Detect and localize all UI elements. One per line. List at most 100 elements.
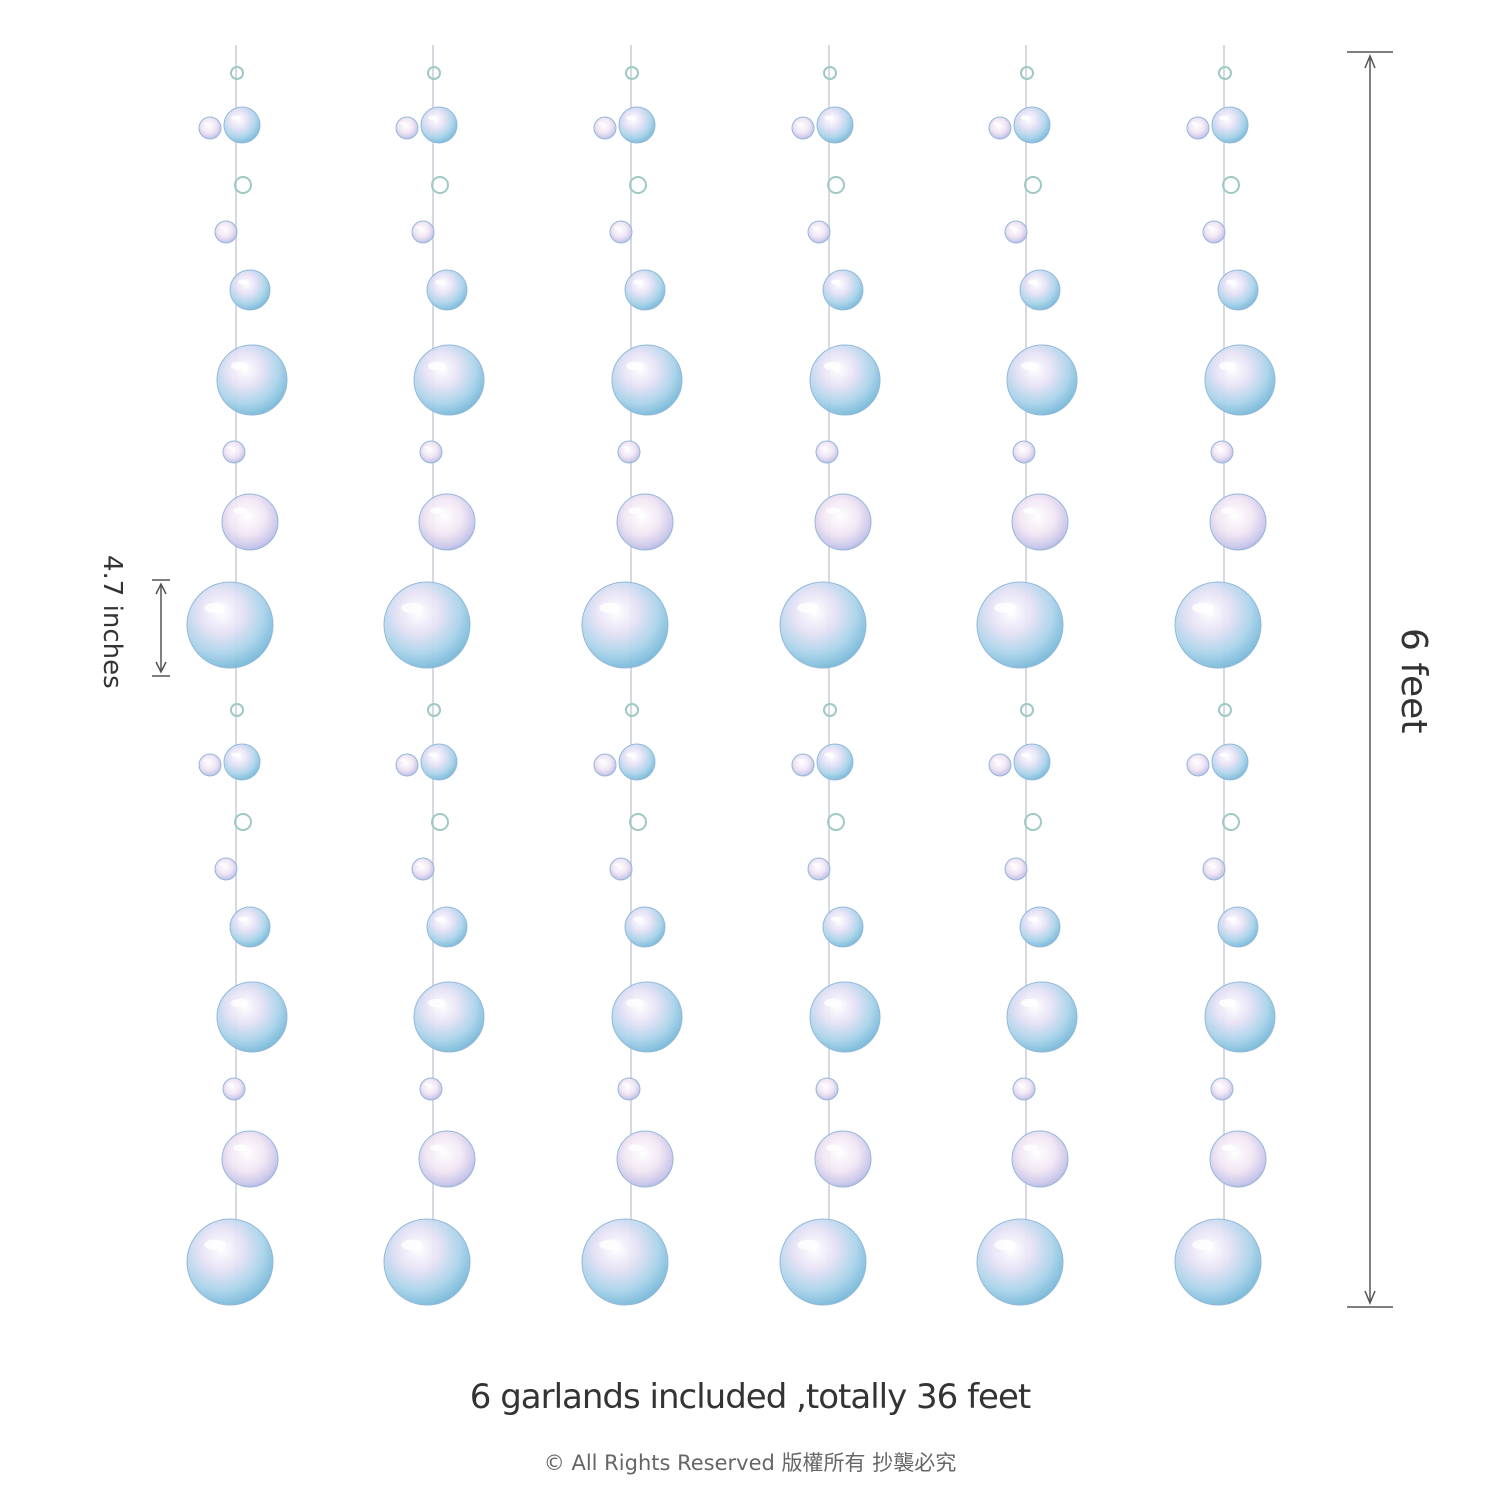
bead (823, 703, 837, 717)
bubble-highlight (628, 1144, 643, 1152)
bubble (413, 344, 485, 416)
bubble-highlight (204, 602, 226, 613)
bubble (988, 753, 1012, 777)
bubble-highlight (1009, 863, 1015, 866)
bubble-highlight (238, 916, 248, 922)
bubble (1211, 106, 1249, 144)
bubble (214, 220, 238, 244)
bubble (807, 220, 831, 244)
bubble-highlight (614, 226, 620, 229)
bubble-highlight (401, 602, 423, 613)
bubble-highlight (1028, 916, 1038, 922)
bubble (229, 906, 271, 948)
bubble (1209, 493, 1267, 551)
bubble-highlight (1028, 279, 1038, 285)
bubble-highlight (993, 759, 999, 762)
bubble-highlight (993, 122, 999, 125)
bubble-highlight (231, 115, 241, 120)
bubble (186, 1218, 274, 1306)
bubble-highlight (233, 1144, 248, 1152)
bubble (419, 440, 443, 464)
bubble-highlight (820, 446, 826, 449)
bubble (418, 1130, 476, 1188)
bubble-highlight (626, 752, 636, 757)
dimension-arrows (1364, 54, 1376, 1305)
bead (1024, 813, 1042, 831)
bubble-highlight (831, 279, 841, 285)
bubble-highlight (424, 1083, 430, 1086)
bubble (1006, 344, 1078, 416)
bubble (609, 857, 633, 881)
bubble-highlight (824, 998, 842, 1008)
bubble (988, 116, 1012, 140)
bubble (419, 1077, 443, 1101)
bubble (822, 906, 864, 948)
bubble (1202, 857, 1226, 881)
bead (427, 66, 441, 80)
bubble (611, 344, 683, 416)
bubble-highlight (227, 1083, 233, 1086)
bubble (420, 106, 458, 144)
bubble-highlight (1207, 863, 1213, 866)
bubble-highlight (219, 863, 225, 866)
bubble (395, 753, 419, 777)
garlands (186, 45, 1276, 1306)
bead (1218, 66, 1232, 80)
bubble-highlight (231, 998, 249, 1008)
bubble (1004, 857, 1028, 881)
bead (1020, 703, 1034, 717)
bubble-highlight (633, 916, 643, 922)
bubble (1217, 906, 1259, 948)
bubble-highlight (796, 122, 802, 125)
bubble (1209, 1130, 1267, 1188)
bubble (618, 106, 656, 144)
bubble-highlight (626, 361, 644, 371)
bubble-highlight (1215, 1083, 1221, 1086)
bubble-highlight (435, 279, 445, 285)
bead (823, 66, 837, 80)
bubble (426, 906, 468, 948)
bubble-highlight (203, 759, 209, 762)
bubble-highlight (1207, 226, 1213, 229)
bubble (791, 116, 815, 140)
bubble-highlight (1021, 361, 1039, 371)
bubble (807, 857, 831, 881)
bubble (1217, 269, 1259, 311)
bubble (809, 344, 881, 416)
bubble (809, 981, 881, 1053)
bubble (418, 493, 476, 551)
bubble-highlight (424, 446, 430, 449)
bubble (383, 1218, 471, 1306)
bubble (1174, 581, 1262, 669)
bead (230, 66, 244, 80)
bead (629, 813, 647, 831)
bubble-highlight (428, 752, 438, 757)
bead (827, 176, 845, 194)
bubble-highlight (628, 507, 643, 515)
bubble (1011, 493, 1069, 551)
bubble (779, 1218, 867, 1306)
bubble (1013, 106, 1051, 144)
bubble (1013, 743, 1051, 781)
bubble (816, 106, 854, 144)
bubble (611, 981, 683, 1053)
bubble (216, 981, 288, 1053)
bubble-highlight (1191, 122, 1197, 125)
bubble (779, 581, 867, 669)
bubble (214, 857, 238, 881)
bubble-highlight (231, 752, 241, 757)
bubble-highlight (598, 122, 604, 125)
bubble-highlight (227, 446, 233, 449)
bubble (198, 753, 222, 777)
bubble-highlight (633, 279, 643, 285)
copyright: © All Rights Reserved 版權所有 抄襲必究 (544, 1451, 956, 1475)
bubble (1204, 344, 1276, 416)
bubble-highlight (1009, 226, 1015, 229)
bubble-highlight (797, 1239, 819, 1250)
bubble (1186, 116, 1210, 140)
bubble-highlight (203, 122, 209, 125)
bead (1222, 176, 1240, 194)
bubble-highlight (1192, 602, 1214, 613)
bead (827, 813, 845, 831)
bubble-highlight (1017, 1083, 1023, 1086)
